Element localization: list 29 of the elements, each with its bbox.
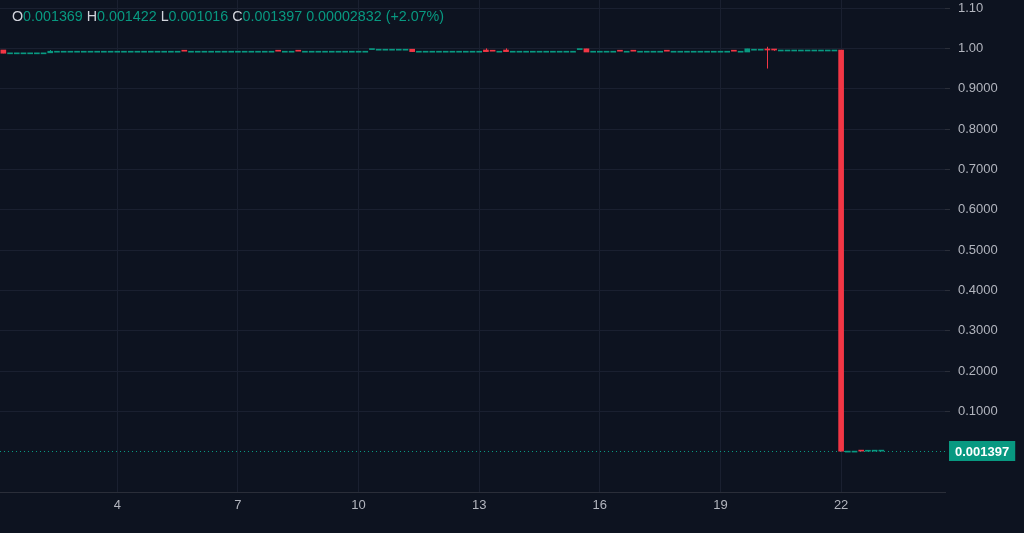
- x-tick-label: 10: [351, 497, 366, 513]
- candlestick: [630, 49, 637, 52]
- candlestick: [275, 49, 281, 52]
- candlestick: [623, 50, 630, 53]
- x-tick-label: 4: [113, 497, 121, 513]
- candlestick: [181, 49, 188, 52]
- y-tick-label: 0.6000: [958, 201, 998, 217]
- x-tick-label: 13: [471, 497, 487, 513]
- y-tick-label: 0.2000: [958, 362, 998, 378]
- x-tick-label: 7: [234, 497, 242, 513]
- candlestick: [295, 49, 302, 52]
- x-tick-label: 22: [833, 497, 849, 513]
- y-tick-label: 0.7000: [958, 160, 998, 176]
- y-tick-label: 0.9000: [958, 80, 998, 96]
- y-tick-label: 0.3000: [958, 322, 998, 338]
- chart-title: O0.001369 H0.001422 L0.001016 C0.001397 0.00002832 (+2.07%): [12, 7, 445, 24]
- y-tick-label: 0.1000: [958, 402, 998, 418]
- candlestick: [731, 49, 737, 52]
- candlestick: [496, 50, 503, 53]
- candlestick: [617, 49, 623, 52]
- ref-line-label: 0.001397: [955, 443, 1010, 459]
- y-tick-label: 0.5000: [958, 241, 998, 257]
- y-tick-label: 0.8000: [958, 120, 998, 136]
- x-tick-label: 19: [713, 497, 728, 513]
- x-tick-label: 16: [592, 497, 608, 513]
- candlestick: [664, 49, 670, 52]
- y-tick-label: 0.4000: [958, 281, 998, 297]
- y-tick-label: 1.10: [958, 0, 984, 15]
- y-tick-label: 1.00: [958, 39, 984, 55]
